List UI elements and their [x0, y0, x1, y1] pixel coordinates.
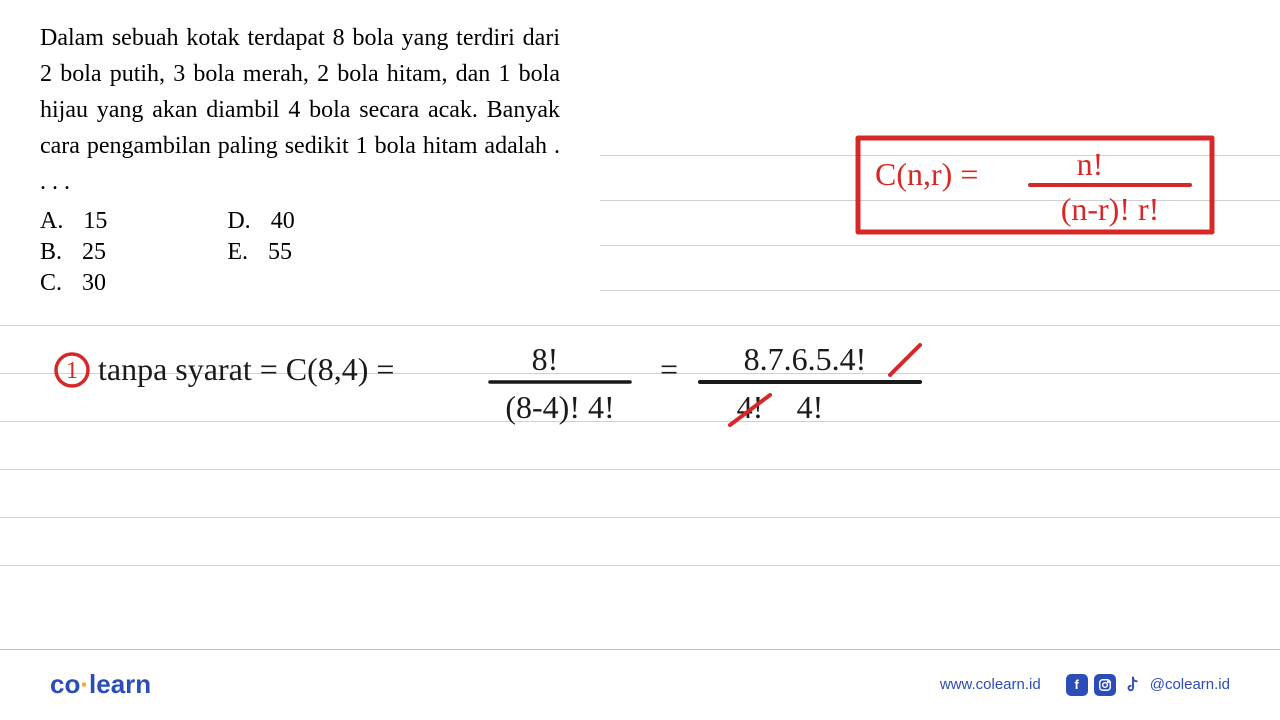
option-a-value: 15: [83, 208, 107, 235]
svg-text:=: =: [660, 351, 678, 387]
option-a: A. 15: [40, 208, 107, 235]
option-b-value: 25: [82, 239, 106, 266]
formula-numerator: n!: [1077, 146, 1104, 182]
frac1-num: 8!: [532, 341, 559, 377]
frac1-den: (8-4)! 4!: [505, 389, 614, 425]
logo-dot: ·: [80, 669, 89, 699]
formula-lhs: C(n,r) =: [875, 156, 978, 192]
question-text: Dalam sebuah kotak terdapat 8 bola yang …: [40, 20, 560, 200]
instagram-icon[interactable]: [1094, 674, 1116, 696]
frac2-num: 8.7.6.5.4!: [744, 341, 867, 377]
combination-formula-box: C(n,r) = n! (n-r)! r!: [850, 130, 1220, 240]
solution-handwriting: 1 tanpa syarat = C(8,4) = 8! (8-4)! 4! =…: [50, 340, 1230, 490]
step-number: 1: [66, 358, 78, 384]
brand-logo: co·learn: [50, 669, 151, 700]
option-c-value: 30: [82, 270, 106, 297]
option-d-value: 40: [271, 208, 295, 235]
frac2-den-2: 4!: [797, 389, 824, 425]
option-e-value: 55: [268, 239, 292, 266]
option-b: B. 25: [40, 239, 107, 266]
formula-denominator: (n-r)! r!: [1061, 191, 1160, 227]
option-c: C. 30: [40, 270, 107, 297]
tiktok-icon[interactable]: [1122, 674, 1144, 696]
website-link[interactable]: www.colearn.id: [940, 676, 1041, 693]
footer: co·learn www.colearn.id f @colearn.id: [0, 669, 1280, 700]
strike-2: [890, 345, 920, 375]
social-links: f @colearn.id: [1066, 674, 1230, 696]
option-e: E. 55: [227, 239, 294, 266]
frac2-den-1: 4!: [737, 389, 764, 425]
footer-divider: [0, 649, 1280, 650]
logo-co: co: [50, 669, 80, 699]
facebook-icon[interactable]: f: [1066, 674, 1088, 696]
option-d: D. 40: [227, 208, 294, 235]
social-handle: @colearn.id: [1150, 676, 1230, 693]
logo-learn: learn: [89, 669, 151, 699]
step-label: tanpa syarat = C(8,4) =: [98, 351, 394, 387]
